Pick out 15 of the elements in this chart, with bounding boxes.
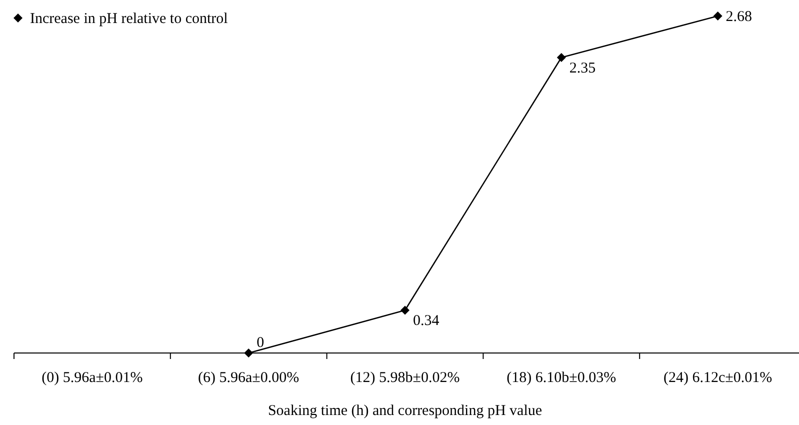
data-label: 0: [256, 335, 264, 351]
x-axis-title: Soaking time (h) and corresponding pH value: [268, 403, 542, 419]
x-tick-label: (24) 6.12c±0.01%: [663, 370, 772, 386]
point: [244, 348, 254, 358]
point: [400, 306, 410, 315]
x-tick-label: (18) 6.10b±0.03%: [506, 370, 616, 386]
point: [556, 52, 566, 62]
x-tick-label: (0) 5.96a±0.01%: [42, 370, 143, 386]
legend-label: Increase in pH relative to control: [30, 11, 228, 27]
x-tick-label: (6) 5.96a±0.00%: [198, 370, 300, 386]
point: [713, 12, 722, 20]
data-label: 2.35: [569, 60, 596, 76]
data-label: 0.34: [413, 313, 440, 330]
data-label: 2.68: [726, 9, 752, 25]
x-tick-label: (12) 5.98b±0.02%: [350, 370, 460, 386]
